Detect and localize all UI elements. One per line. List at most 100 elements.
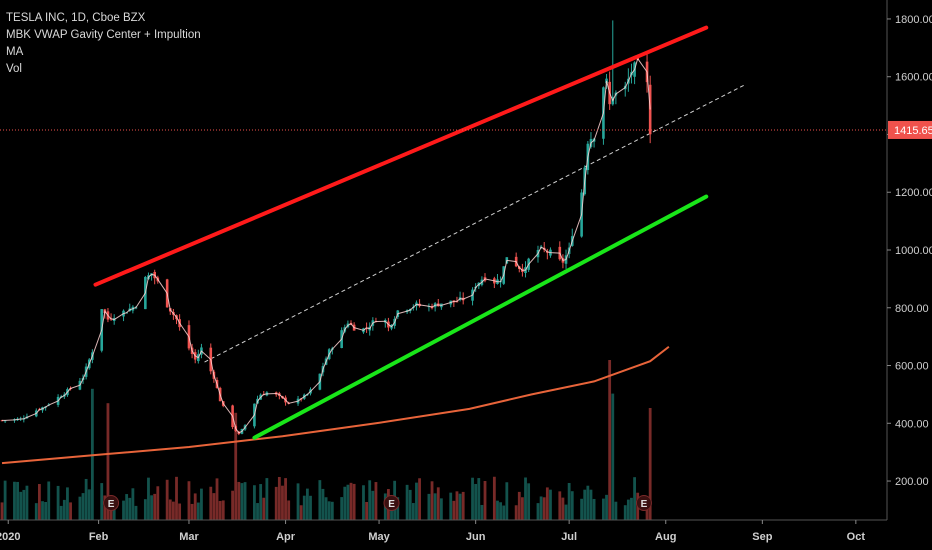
volume-bar — [56, 485, 60, 520]
volume-bar — [22, 489, 26, 520]
volume-bar — [262, 497, 266, 520]
price-axis[interactable] — [887, 0, 932, 550]
volume-bar — [580, 498, 584, 520]
volume-bar — [253, 485, 256, 520]
volume-bar — [243, 482, 247, 520]
volume-bar — [499, 502, 502, 520]
volume-bar — [37, 484, 41, 520]
volume-bar — [564, 504, 568, 520]
volume-bar — [78, 496, 82, 520]
volume-bar — [586, 485, 590, 520]
volume-bar — [558, 491, 562, 520]
volume-bar — [178, 503, 182, 520]
volume-bar — [109, 502, 113, 520]
volume-bar — [430, 481, 434, 520]
volume-bar — [567, 482, 571, 520]
earnings-marker[interactable] — [635, 495, 652, 511]
volume-bar — [352, 483, 356, 520]
volume-bar — [524, 477, 527, 520]
volume-bar — [234, 412, 238, 520]
volume-bar — [439, 498, 443, 520]
volume-bar — [256, 503, 259, 520]
time-tick-label: Aug — [655, 531, 676, 543]
volume-bar — [427, 493, 431, 520]
last-price-badge — [888, 120, 932, 139]
volume-bar — [327, 501, 331, 520]
volume-bar — [349, 482, 353, 520]
volume-bar — [411, 503, 415, 520]
volume-bar — [41, 501, 44, 520]
channel-midline[interactable] — [204, 84, 744, 363]
earnings-marker[interactable] — [383, 495, 400, 511]
volume-bar — [81, 493, 85, 520]
volume-bar — [418, 478, 421, 520]
volume-bar — [324, 497, 328, 520]
earnings-marker[interactable] — [103, 495, 120, 511]
volume-bar — [458, 493, 462, 520]
volume-bar — [153, 493, 157, 520]
volume-bar — [368, 480, 372, 520]
volume-bar — [84, 478, 88, 520]
volume-bar — [150, 495, 153, 520]
volume-bar — [626, 499, 630, 520]
volume-bar — [365, 501, 368, 520]
volume-bar — [156, 486, 160, 520]
volume-bar — [611, 393, 615, 520]
volume-bar — [602, 498, 605, 520]
volume-bar — [231, 490, 234, 520]
volume-bar — [630, 497, 633, 520]
volume-bar — [592, 498, 596, 520]
volume-bar — [449, 492, 453, 520]
volume-bar — [240, 483, 244, 520]
volume-bar — [47, 481, 51, 520]
volume-bar — [633, 477, 636, 520]
volume-bar — [299, 505, 303, 520]
price-tick-label: 1200.00 — [895, 187, 932, 199]
legend-ma: MA — [6, 46, 24, 58]
time-tick-label: Jul — [561, 531, 577, 543]
volume-bar — [193, 493, 197, 520]
channel-bottom-line[interactable] — [252, 194, 709, 440]
volume-bar — [340, 497, 344, 520]
price-tick-label: 1600.00 — [895, 72, 932, 84]
volume-bar — [200, 488, 203, 520]
volume-bar — [452, 500, 456, 520]
volume-bar — [536, 503, 540, 520]
volume-bar — [583, 489, 587, 520]
volume-bar — [305, 488, 309, 520]
earnings-marker-label: E — [108, 499, 115, 510]
volume-bar — [168, 499, 172, 520]
volume-bar — [517, 491, 521, 520]
volume-bar — [134, 505, 138, 520]
volume-bar — [561, 497, 565, 520]
volume-bar — [480, 504, 484, 520]
volume-bar — [343, 486, 347, 520]
volume-bar — [527, 483, 531, 520]
volume-bar — [549, 489, 552, 520]
price-tick-label: 800.00 — [895, 303, 929, 315]
volume-bar — [19, 491, 23, 520]
volume-bar — [570, 491, 574, 520]
volume-bar — [436, 487, 440, 520]
volume-bar — [265, 478, 269, 520]
volume-bar — [608, 360, 612, 520]
volume-bar — [471, 477, 474, 520]
time-tick-label: Oct — [847, 531, 866, 543]
volume-bar — [277, 476, 281, 520]
volume-bar — [492, 476, 496, 520]
volume-bar — [131, 488, 135, 520]
volume-bar — [502, 505, 506, 520]
moving-average-line — [1, 345, 670, 465]
volume-bar — [371, 490, 375, 520]
volume-bar — [296, 483, 300, 520]
volume-bar — [284, 478, 287, 520]
volume-bar — [122, 500, 125, 520]
channel-top-line[interactable] — [93, 25, 709, 287]
price-tick-label: 1000.00 — [895, 245, 932, 257]
volume-bar — [147, 477, 150, 520]
legend-vol: Vol — [6, 63, 22, 75]
volume-bar — [545, 487, 549, 520]
volume-bar — [215, 478, 219, 520]
